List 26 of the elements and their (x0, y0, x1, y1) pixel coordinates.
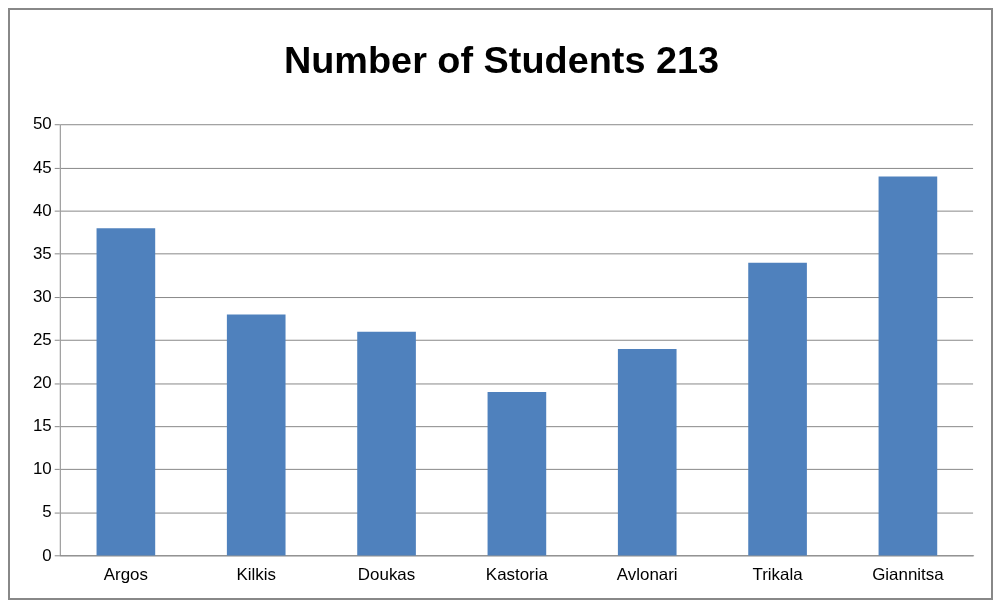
y-tick-label: 10 (32, 459, 52, 479)
bar (617, 348, 677, 556)
y-tick-label: 20 (32, 373, 52, 393)
x-tick-label: Avlonari (616, 564, 678, 584)
x-tick-label: Argos (103, 564, 148, 584)
y-tick-label: 50 (32, 114, 52, 134)
y-tick-label: 25 (32, 330, 52, 349)
x-tick-label: Trikala (752, 564, 804, 584)
x-tick-label: Kilkis (236, 564, 276, 584)
y-tick-label: 30 (32, 286, 52, 306)
y-tick-label: 5 (42, 502, 52, 522)
bar (96, 228, 156, 556)
y-tick-label: 35 (32, 243, 52, 263)
y-tick-label: 40 (32, 200, 52, 220)
y-tick-label: 15 (32, 416, 52, 436)
x-tick-label: Giannitsa (872, 564, 945, 584)
x-tick-label: Doukas (357, 564, 416, 584)
bar (226, 314, 286, 556)
bar (748, 262, 807, 556)
y-tick-label: 0 (42, 545, 52, 565)
chart-title: Number of Students 213 (283, 38, 720, 81)
bar (487, 392, 547, 556)
bar (878, 176, 938, 556)
bar (357, 331, 416, 556)
y-tick-label: 45 (32, 157, 52, 177)
x-tick-label: Kastoria (485, 564, 549, 584)
